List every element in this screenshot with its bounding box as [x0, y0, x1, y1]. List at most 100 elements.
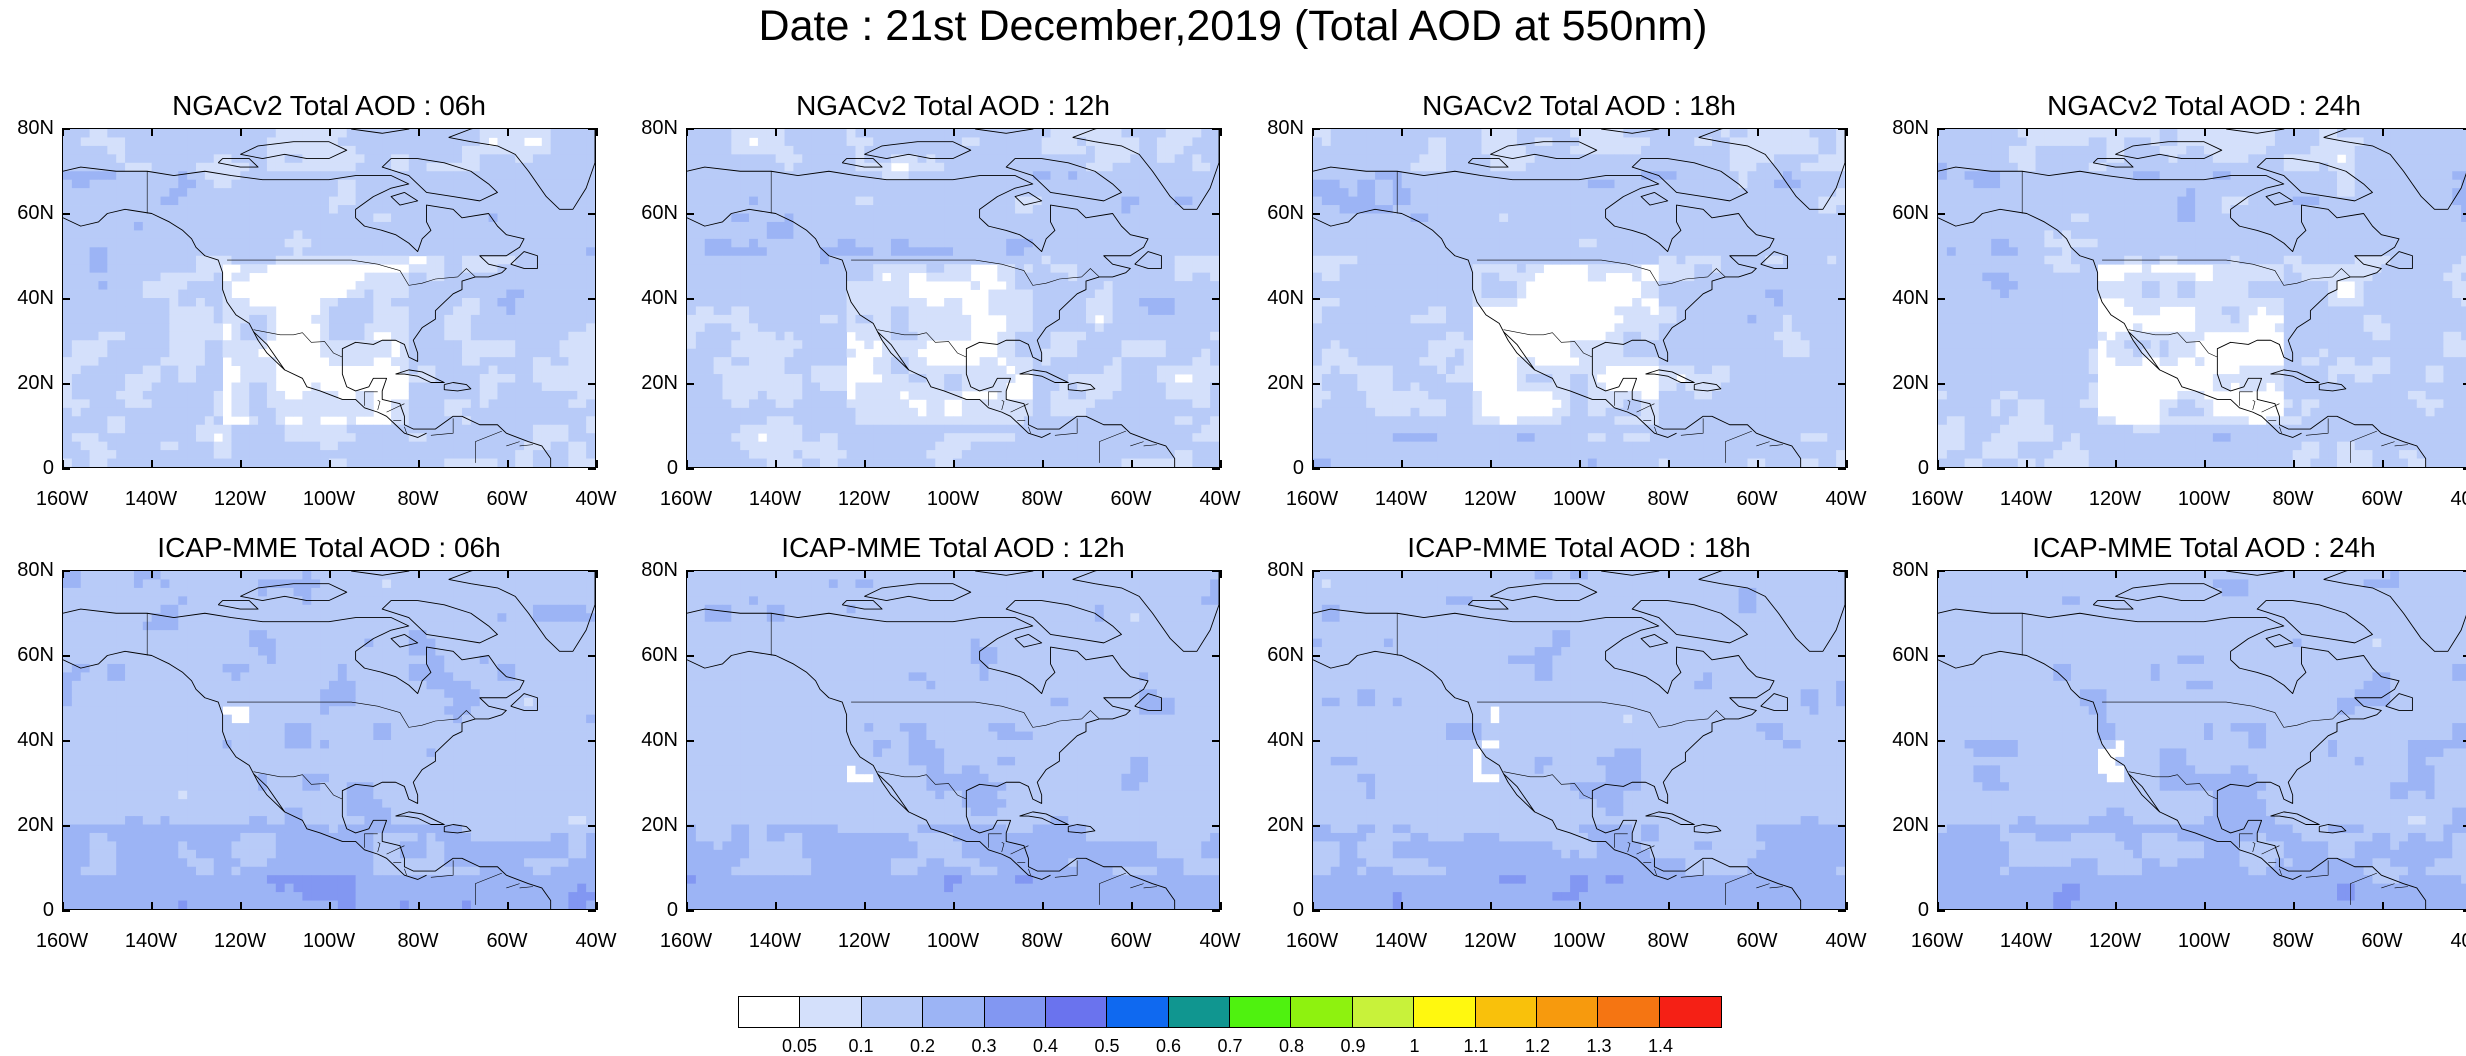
- lat-tick-mark: [686, 655, 694, 657]
- lon-tick-label: 60W: [1736, 930, 1778, 952]
- lon-tick-mark: [1401, 570, 1403, 578]
- lon-tick-label: 160W: [1285, 930, 1339, 952]
- coastline: [1591, 799, 1802, 909]
- political-border: [1503, 771, 1593, 800]
- lat-tick-label: 80N: [1267, 117, 1304, 139]
- lon-tick-mark: [2115, 570, 2117, 578]
- coastline: [974, 571, 1034, 576]
- lon-tick-mark: [1312, 570, 1314, 578]
- lon-tick-mark: [151, 460, 153, 468]
- lat-tick-label: 20N: [17, 814, 54, 836]
- coastline: [1019, 369, 1069, 383]
- lon-tick-label: 60W: [1110, 488, 1152, 510]
- aod-grid-cells: [1938, 129, 2466, 467]
- coastline: [1698, 129, 1845, 210]
- panel-title: NGACv2 Total AOD : 06h: [172, 90, 486, 121]
- lat-tick-label: 0: [42, 457, 54, 479]
- political-border: [1001, 842, 1005, 853]
- lon-tick-mark: [329, 570, 331, 578]
- map-panel: ICAP-MME Total AOD : 06h 80N 60N 40N 20N 0 160…: [17, 532, 642, 972]
- colorbar-swatch: [984, 997, 1046, 1027]
- aod-field: [1313, 129, 1845, 467]
- political-border: [386, 403, 405, 413]
- aod-field: [1313, 571, 1845, 909]
- lon-tick-mark: [864, 570, 866, 578]
- lon-tick-mark: [2293, 570, 2295, 578]
- colorbar-swatch: [1659, 997, 1721, 1027]
- lat-tick-label: 80N: [641, 559, 678, 581]
- political-border: [1756, 441, 1770, 447]
- lon-tick-mark: [596, 460, 598, 468]
- coastline: [390, 191, 419, 206]
- political-border: [1636, 845, 1655, 855]
- lon-tick-mark: [2382, 128, 2384, 136]
- lat-tick-mark: [588, 213, 596, 215]
- lon-tick-mark: [507, 570, 509, 578]
- political-border: [1001, 400, 1005, 411]
- lon-tick-label: 100W: [2177, 488, 2231, 510]
- coastline: [687, 608, 1149, 804]
- lat-tick-label: 0: [42, 899, 54, 921]
- coastline: [2385, 251, 2413, 269]
- political-border: [851, 701, 1100, 728]
- map-frame: [62, 128, 596, 468]
- lat-tick-mark: [1312, 128, 1320, 130]
- lon-tick-mark: [1579, 570, 1581, 578]
- colorbar-level-label: 1.1: [1463, 1036, 1489, 1056]
- colorbar-level-label: 0.7: [1217, 1036, 1243, 1056]
- coastline: [2092, 158, 2134, 168]
- lon-tick-mark: [1937, 902, 1939, 910]
- lat-tick-mark: [1838, 468, 1846, 470]
- coastline: [1938, 650, 2302, 880]
- lat-tick-mark: [1212, 910, 1220, 912]
- coastline: [1938, 208, 2302, 438]
- coastline: [253, 773, 285, 813]
- lon-tick-mark: [1312, 128, 1314, 136]
- lat-tick-mark: [1212, 213, 1220, 215]
- lon-tick-mark: [1757, 902, 1759, 910]
- panel-title: ICAP-MME Total AOD : 18h: [1407, 532, 1751, 563]
- coastline: [1645, 369, 1695, 383]
- lat-tick-mark: [686, 825, 694, 827]
- lat-tick-mark: [62, 825, 70, 827]
- coastline: [381, 158, 498, 202]
- lat-tick-mark: [1838, 213, 1846, 215]
- political-border: [1010, 845, 1029, 855]
- lon-tick-label: 160W: [35, 930, 89, 952]
- coastline: [1067, 382, 1096, 392]
- colorbar-swatch: [1598, 997, 1660, 1027]
- coastline: [1631, 158, 1748, 202]
- coastline: [1072, 571, 1219, 652]
- lon-tick-mark: [418, 570, 420, 578]
- lon-tick-mark: [151, 570, 153, 578]
- lon-tick-mark: [1312, 902, 1314, 910]
- lon-tick-mark: [418, 902, 420, 910]
- lon-tick-mark: [1490, 902, 1492, 910]
- colorbar-swatch: [1107, 997, 1169, 1027]
- map-frame: [1312, 570, 1846, 910]
- political-border: [1028, 426, 1031, 434]
- lon-tick-mark: [62, 128, 64, 136]
- lon-tick-mark: [1846, 902, 1848, 910]
- lon-tick-label: 160W: [659, 930, 713, 952]
- lon-tick-mark: [953, 902, 955, 910]
- aod-field: [63, 571, 595, 909]
- lat-tick-mark: [588, 740, 596, 742]
- lon-tick-mark: [1401, 460, 1403, 468]
- lat-tick-mark: [686, 740, 694, 742]
- coastline: [877, 331, 909, 371]
- political-border: [227, 259, 476, 286]
- lat-tick-label: 40N: [17, 287, 54, 309]
- lat-tick-mark: [686, 213, 694, 215]
- map-frame: [1937, 128, 2466, 468]
- lon-tick-mark: [1220, 902, 1222, 910]
- lat-tick-label: 0: [666, 457, 678, 479]
- lat-tick-label: 40N: [641, 287, 678, 309]
- lon-tick-mark: [2204, 570, 2206, 578]
- political-border: [506, 441, 520, 447]
- lat-tick-label: 40N: [641, 729, 678, 751]
- coastline: [2270, 811, 2320, 825]
- lon-tick-mark: [2293, 460, 2295, 468]
- lat-tick-label: 20N: [1267, 814, 1304, 836]
- lat-tick-label: 0: [1292, 899, 1304, 921]
